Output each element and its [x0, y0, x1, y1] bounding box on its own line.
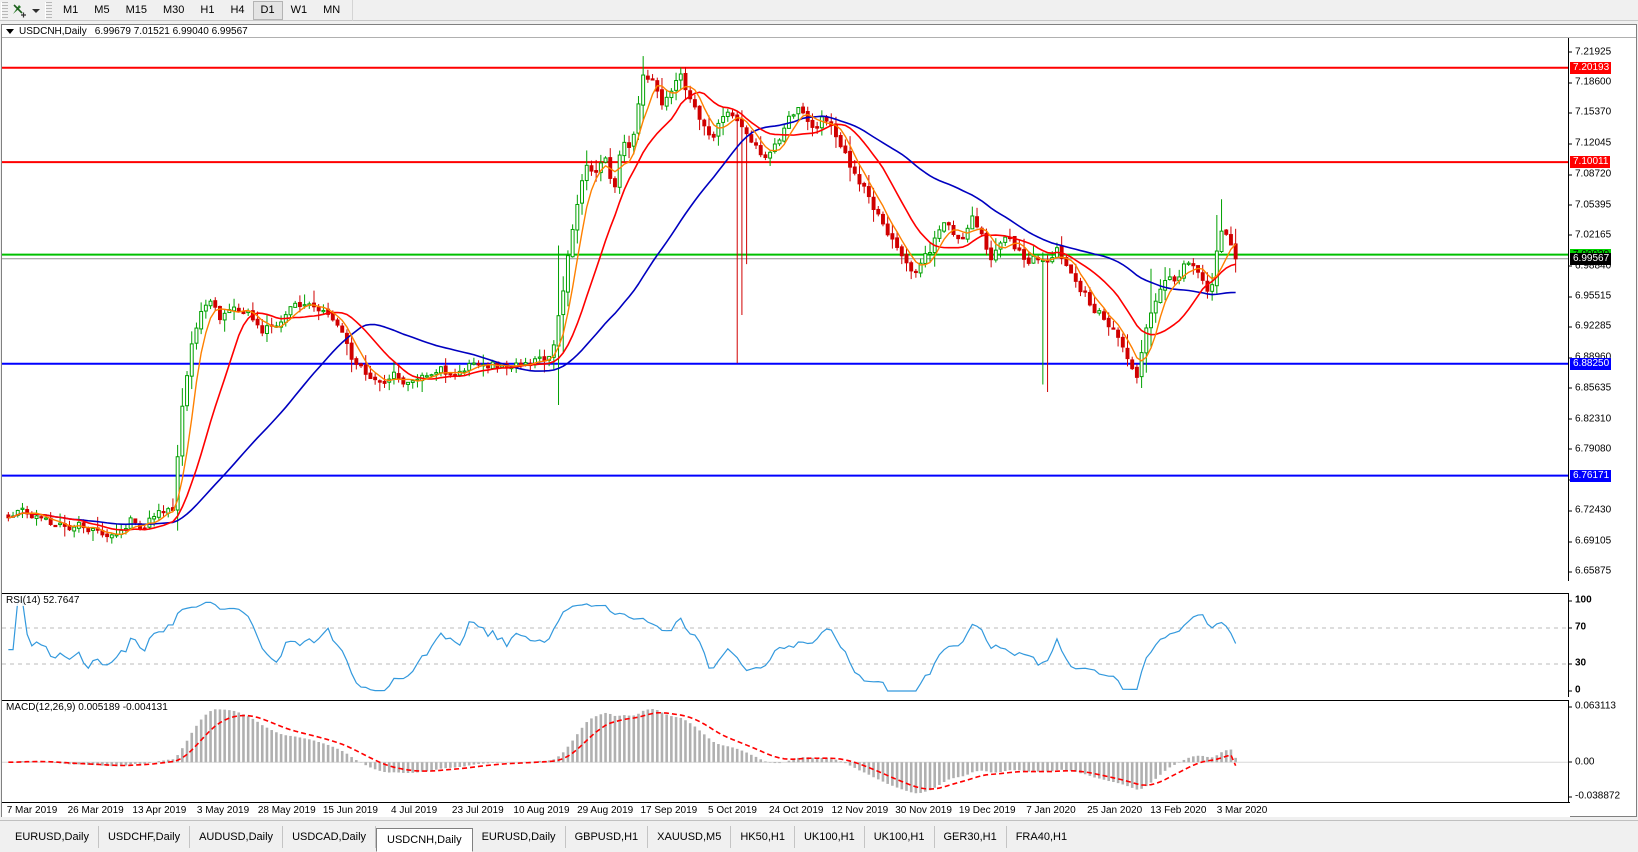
- time-axis[interactable]: 7 Mar 2019 26 Mar 2019 13 Apr 2019 3 May 20…: [2, 802, 1570, 817]
- time-tick: 3 Mar 2020: [1216, 805, 1268, 816]
- time-tick: 28 May 2019: [257, 805, 316, 816]
- time-tick: 13 Feb 2020: [1150, 805, 1207, 816]
- timeframe-h4[interactable]: H4: [230, 4, 245, 16]
- timeframe-m5[interactable]: M5: [94, 4, 110, 16]
- chart-symbol-header: USDCNH,Daily 6.99679 7.01521 6.99040 6.9…: [2, 25, 1636, 38]
- price-tag-resistance: 7.10011: [1570, 156, 1611, 169]
- price-tick: 6.92285: [1569, 321, 1611, 332]
- timeframe-mn[interactable]: MN: [323, 4, 341, 16]
- price-tag-bid: 6.99567: [1570, 252, 1612, 265]
- macd-tick: 0.063113: [1569, 701, 1616, 712]
- rsi-plot: [2, 600, 1570, 692]
- price-tick: 6.88960: [1569, 352, 1611, 363]
- price-plot: [2, 56, 1570, 544]
- time-tick: 30 Nov 2019: [895, 805, 952, 816]
- time-tick: 15 Jun 2019: [322, 805, 378, 816]
- timeframe-w1[interactable]: W1: [290, 4, 308, 16]
- time-tick: 10 Aug 2019: [513, 805, 570, 816]
- price-tick: 6.79080: [1569, 443, 1611, 454]
- macd-tick: -0.038872: [1569, 791, 1620, 802]
- timeframe-h1[interactable]: H1: [200, 4, 215, 16]
- macd-label: MACD(12,26,9) 0.005189 -0.004131: [6, 702, 171, 713]
- price-tag-support: 6.76171: [1570, 469, 1612, 482]
- price-pane[interactable]: [2, 38, 1570, 581]
- price-tick: 6.95515: [1569, 291, 1611, 302]
- time-tick: 19 Dec 2019: [958, 805, 1016, 816]
- chart-tab-audusd-daily[interactable]: AUDUSD,Daily: [190, 826, 284, 848]
- rsi-pane[interactable]: RSI(14) 52.7647: [2, 593, 1570, 697]
- price-tick: 7.02165: [1569, 229, 1611, 240]
- rsi-label: RSI(14) 52.7647: [6, 595, 83, 606]
- chart-tab-eurusd-daily[interactable]: EURUSD,Daily: [6, 826, 99, 848]
- price-tick: 6.82310: [1569, 413, 1611, 424]
- rsi-tick: 0: [1569, 685, 1581, 696]
- crosshair-cursor-icon[interactable]: [10, 1, 30, 20]
- price-tick: 7.18600: [1569, 77, 1611, 88]
- time-tick: 17 Sep 2019: [640, 805, 698, 816]
- time-tick: 4 Jul 2019: [391, 805, 438, 816]
- chart-symbol-label: USDCNH,Daily: [19, 25, 87, 37]
- price-tick: 7.21925: [1569, 46, 1611, 57]
- timeframe-m1[interactable]: M1: [63, 4, 79, 16]
- chart-tab-gbpusd-h1[interactable]: GBPUSD,H1: [566, 826, 649, 848]
- price-tag-resistance: 7.20193: [1570, 61, 1612, 74]
- time-tick: 13 Apr 2019: [132, 805, 187, 816]
- macd-scale: 0.063113 0.00 -0.038872: [1568, 700, 1636, 802]
- chart-tab-eurusd-daily[interactable]: EURUSD,Daily: [473, 826, 566, 848]
- price-tick: 6.98840: [1569, 260, 1611, 271]
- time-tick: 5 Oct 2019: [708, 805, 757, 816]
- macd-plot: [2, 708, 1570, 794]
- time-tick: 12 Nov 2019: [831, 805, 889, 816]
- chart-canvas-window[interactable]: USDCNH,Daily 6.99679 7.01521 6.99040 6.9…: [1, 24, 1637, 817]
- rsi-tick: 100: [1569, 595, 1592, 606]
- time-tick: 26 Mar 2019: [67, 805, 124, 816]
- timeframe-d1[interactable]: D1: [252, 0, 283, 20]
- rsi-tick: 30: [1569, 658, 1586, 669]
- time-tick: 24 Oct 2019: [768, 805, 824, 816]
- price-tick: 6.72430: [1569, 505, 1611, 516]
- time-tick: 29 Aug 2019: [577, 805, 634, 816]
- price-tag-support: 6.88250: [1570, 357, 1612, 370]
- price-tick: 7.15370: [1569, 107, 1611, 118]
- chart-tab-uk100-h1[interactable]: UK100,H1: [795, 826, 865, 848]
- chart-tab-hk50-h1[interactable]: HK50,H1: [731, 826, 795, 848]
- price-tick: 7.08720: [1569, 169, 1611, 180]
- rsi-scale: 100 70 30 0: [1568, 593, 1636, 697]
- price-scale[interactable]: 7.21925 7.18600 7.15370 7.12045 7.08720 7.053…: [1568, 38, 1636, 581]
- chart-tab-bar: EURUSD,Daily USDCHF,Daily AUDUSD,Daily USDC…: [0, 820, 1638, 852]
- price-tick: 7.12045: [1569, 138, 1611, 149]
- macd-pane[interactable]: MACD(12,26,9) 0.005189 -0.004131: [2, 700, 1570, 802]
- price-tick: 6.85635: [1569, 382, 1611, 393]
- chart-tab-fra40-h1[interactable]: FRA40,H1: [1015, 831, 1068, 843]
- timeframe-m30[interactable]: M30: [162, 4, 185, 16]
- time-tick: 7 Mar 2019: [6, 805, 58, 816]
- toolbar-separator: [45, 1, 52, 19]
- toolbar-empty-area: [352, 0, 1638, 21]
- chart-ohlc-values: 6.99679 7.01521 6.99040 6.99567: [94, 25, 248, 37]
- time-tick: 23 Jul 2019: [451, 805, 504, 816]
- chart-tab-xauusd-m5[interactable]: XAUUSD,M5: [648, 826, 732, 848]
- time-tick: 7 Jan 2020: [1026, 805, 1076, 816]
- chart-tab-usdcad-daily[interactable]: USDCAD,Daily: [283, 826, 377, 848]
- macd-tick: 0.00: [1569, 756, 1594, 767]
- price-tick: 6.65875: [1569, 566, 1611, 577]
- rsi-tick: 70: [1569, 622, 1586, 633]
- time-tick: 25 Jan 2020: [1087, 805, 1143, 816]
- timeframe-m15[interactable]: M15: [125, 4, 147, 16]
- toolbar-overflow-chevron-icon[interactable]: [30, 1, 41, 20]
- price-tick: 7.05395: [1569, 199, 1611, 210]
- chart-tab-usdcnh-daily[interactable]: USDCNH,Daily: [376, 828, 473, 852]
- timeframe-toolbar: M1 M5 M15 M30 H1 H4 D1 W1 MN: [0, 0, 1638, 21]
- toolbar-drag-handle[interactable]: [1, 1, 8, 19]
- triangle-down-icon[interactable]: [6, 28, 14, 34]
- price-tick: 6.69105: [1569, 536, 1611, 547]
- chart-tab-ger30-h1[interactable]: GER30,H1: [935, 826, 1007, 848]
- chart-tab-usdchf-daily[interactable]: USDCHF,Daily: [99, 826, 191, 848]
- time-tick: 3 May 2019: [196, 805, 250, 816]
- chart-tab-uk100-h1[interactable]: UK100,H1: [865, 826, 935, 848]
